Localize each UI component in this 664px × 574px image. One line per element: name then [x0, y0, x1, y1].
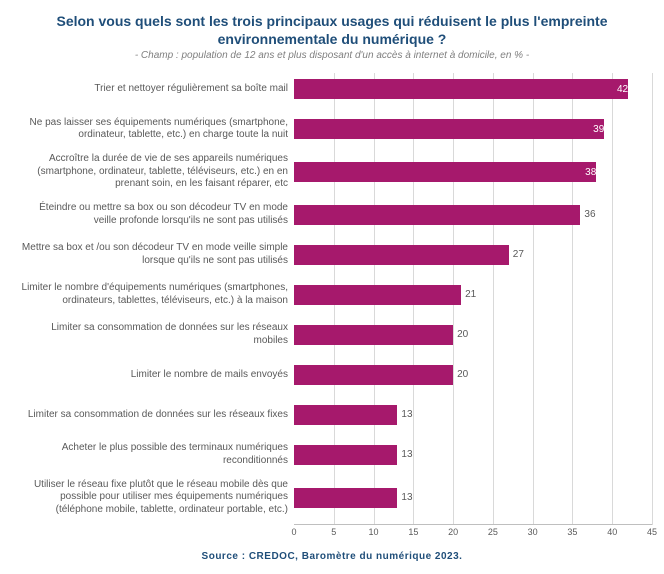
chart-title: Selon vous quels sont les trois principa… — [12, 12, 652, 48]
bar-fill — [294, 488, 397, 508]
bar-label: Éteindre ou mettre sa box ou son décodeu… — [18, 202, 294, 227]
x-tick: 5 — [331, 527, 336, 537]
x-tick: 0 — [291, 527, 296, 537]
bar-value: 27 — [509, 245, 524, 265]
bar-label: Trier et nettoyer régulièrement sa boîte… — [18, 83, 294, 96]
x-tick: 35 — [567, 527, 577, 537]
bar-track: 42 — [294, 79, 652, 99]
x-tick: 15 — [408, 527, 418, 537]
bar-track: 13 — [294, 445, 652, 465]
bar-value: 42 — [294, 79, 632, 99]
bar-label: Ne pas laisser ses équipements numérique… — [18, 117, 294, 142]
bar-row: Limiter le nombre d'équipements numériqu… — [18, 279, 652, 311]
bar-track: 20 — [294, 325, 652, 345]
bar-row: Éteindre ou mettre sa box ou son décodeu… — [18, 199, 652, 231]
bar-label: Accroître la durée de vie de ses apparei… — [18, 153, 294, 191]
x-tick: 10 — [369, 527, 379, 537]
bar-value: 39 — [294, 119, 608, 139]
x-tick: 30 — [528, 527, 538, 537]
bar-track: 21 — [294, 285, 652, 305]
bar-label: Limiter le nombre de mails envoyés — [18, 369, 294, 382]
chart-subtitle: - Champ : population de 12 ans et plus d… — [12, 50, 652, 61]
bar-row: Limiter sa consommation de données sur l… — [18, 399, 652, 431]
bar-value: 20 — [453, 365, 468, 385]
bar-fill — [294, 445, 397, 465]
bar-track: 36 — [294, 205, 652, 225]
grid-line — [652, 73, 653, 525]
bar-label: Limiter sa consommation de données sur l… — [18, 322, 294, 347]
bar-value: 21 — [461, 285, 476, 305]
bar-label: Acheter le plus possible des terminaux n… — [18, 442, 294, 467]
bar-fill — [294, 205, 580, 225]
bar-value: 38 — [294, 162, 600, 182]
bar-fill — [294, 405, 397, 425]
bar-fill — [294, 245, 509, 265]
bar-chart: Trier et nettoyer régulièrement sa boîte… — [18, 73, 652, 543]
bar-fill — [294, 365, 453, 385]
bar-value: 13 — [397, 445, 412, 465]
bar-value: 20 — [453, 325, 468, 345]
bar-value: 13 — [397, 488, 412, 508]
bar-row: Utiliser le réseau fixe plutôt que le ré… — [18, 479, 652, 517]
bar-value: 36 — [580, 205, 595, 225]
bar-track: 27 — [294, 245, 652, 265]
source-text: Source : CREDOC, Baromètre du numérique … — [12, 551, 652, 562]
bar-label: Limiter le nombre d'équipements numériqu… — [18, 282, 294, 307]
x-tick: 40 — [607, 527, 617, 537]
bar-fill — [294, 325, 453, 345]
bar-row: Acheter le plus possible des terminaux n… — [18, 439, 652, 471]
bar-label: Limiter sa consommation de données sur l… — [18, 409, 294, 422]
x-tick: 20 — [448, 527, 458, 537]
bar-label: Mettre sa box et /ou son décodeur TV en … — [18, 242, 294, 267]
bar-row: Trier et nettoyer régulièrement sa boîte… — [18, 73, 652, 105]
x-tick: 25 — [488, 527, 498, 537]
bar-fill — [294, 285, 461, 305]
bar-track: 20 — [294, 365, 652, 385]
bar-row: Accroître la durée de vie de ses apparei… — [18, 153, 652, 191]
bar-track: 13 — [294, 405, 652, 425]
bar-row: Ne pas laisser ses équipements numérique… — [18, 113, 652, 145]
bar-row: Limiter sa consommation de données sur l… — [18, 319, 652, 351]
bar-row: Mettre sa box et /ou son décodeur TV en … — [18, 239, 652, 271]
bar-track: 38 — [294, 162, 652, 182]
x-axis: 051015202530354045 — [294, 524, 652, 543]
bar-row: Limiter le nombre de mails envoyés 20 — [18, 359, 652, 391]
x-tick: 45 — [647, 527, 657, 537]
bar-label: Utiliser le réseau fixe plutôt que le ré… — [18, 479, 294, 517]
bar-value: 13 — [397, 405, 412, 425]
bar-rows: Trier et nettoyer régulièrement sa boîte… — [18, 73, 652, 516]
bar-track: 13 — [294, 488, 652, 508]
bar-track: 39 — [294, 119, 652, 139]
